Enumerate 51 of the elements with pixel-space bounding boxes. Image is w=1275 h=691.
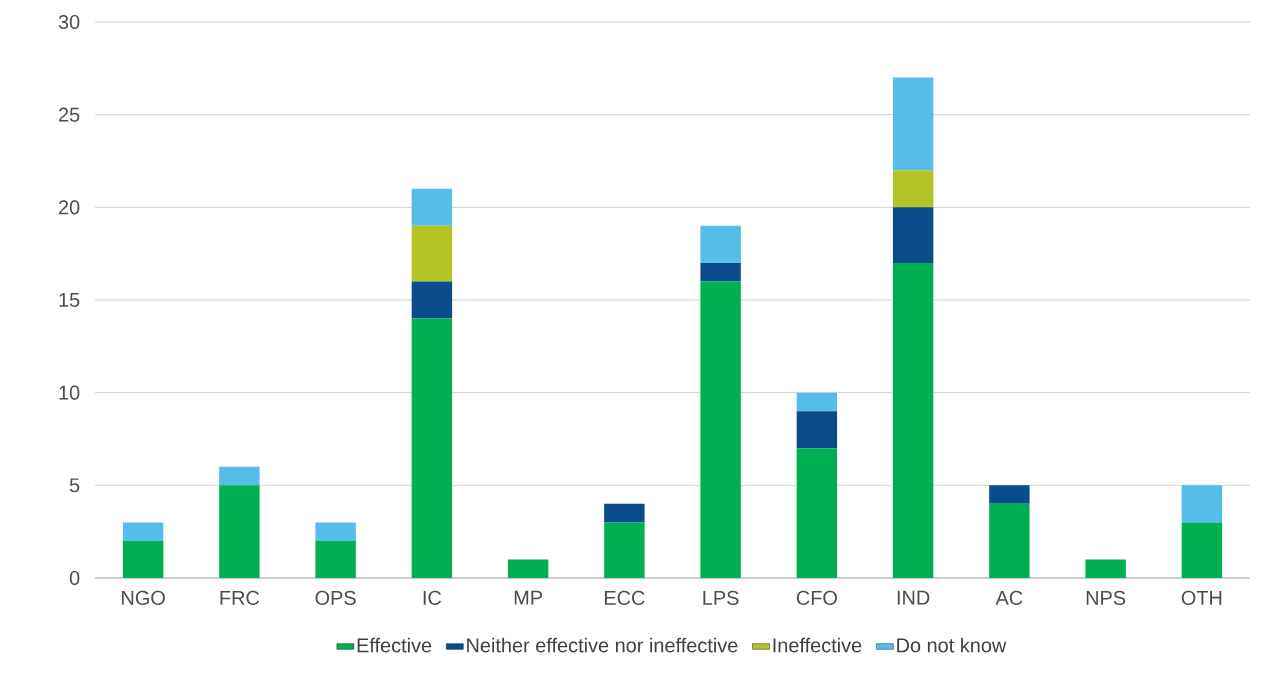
x-tick-label: CFO — [796, 590, 837, 605]
bar — [796, 448, 838, 578]
x-tick-label: OTH — [1181, 590, 1222, 605]
bar — [989, 485, 1030, 504]
bar — [892, 207, 934, 263]
bar — [796, 392, 838, 412]
bar — [796, 411, 838, 449]
y-tick-label: 25 — [59, 107, 80, 122]
bar — [1181, 522, 1223, 578]
x-tick-label: ECC — [604, 590, 645, 605]
bar — [892, 262, 934, 578]
bar — [892, 170, 934, 208]
y-tick-label: 0 — [69, 570, 80, 586]
bar — [411, 188, 453, 226]
y-tick-label: 15 — [59, 293, 80, 307]
bar — [604, 522, 645, 578]
bar — [700, 225, 741, 263]
bar — [1181, 485, 1223, 523]
bar — [315, 540, 356, 578]
bar — [315, 522, 356, 541]
x-tick-label: IC — [423, 590, 442, 605]
bar — [219, 466, 260, 486]
bar — [219, 485, 260, 578]
bar — [411, 318, 453, 578]
legend-label: Neither effective nor ineffective — [467, 637, 738, 653]
y-tick-label: 10 — [59, 385, 80, 400]
x-tick-label: IND — [897, 590, 930, 605]
legend-label: Do not know — [897, 637, 1007, 653]
bar — [989, 503, 1030, 578]
x-tick-label: AC — [995, 590, 1023, 605]
y-tick-label: 30 — [58, 14, 80, 30]
bar — [122, 540, 164, 578]
bar — [411, 225, 453, 282]
x-tick-label: LPS — [703, 590, 739, 605]
x-tick-label: OPS — [315, 590, 356, 605]
legend-label: Ineffective — [773, 637, 862, 653]
bar — [122, 522, 164, 541]
bar — [1085, 559, 1126, 578]
y-tick-label: 20 — [59, 200, 80, 215]
bar — [700, 262, 741, 282]
bar — [411, 281, 453, 319]
y-tick-label: 5 — [69, 478, 80, 493]
bar — [700, 281, 741, 578]
x-tick-label: NGO — [122, 590, 165, 605]
bar — [604, 503, 645, 523]
x-tick-label: FRC — [220, 590, 260, 605]
x-tick-label: NPS — [1086, 590, 1126, 605]
x-tick-label: MP — [514, 590, 543, 605]
bar — [507, 559, 549, 578]
legend-label: Effective — [357, 637, 432, 653]
bar — [892, 77, 934, 171]
